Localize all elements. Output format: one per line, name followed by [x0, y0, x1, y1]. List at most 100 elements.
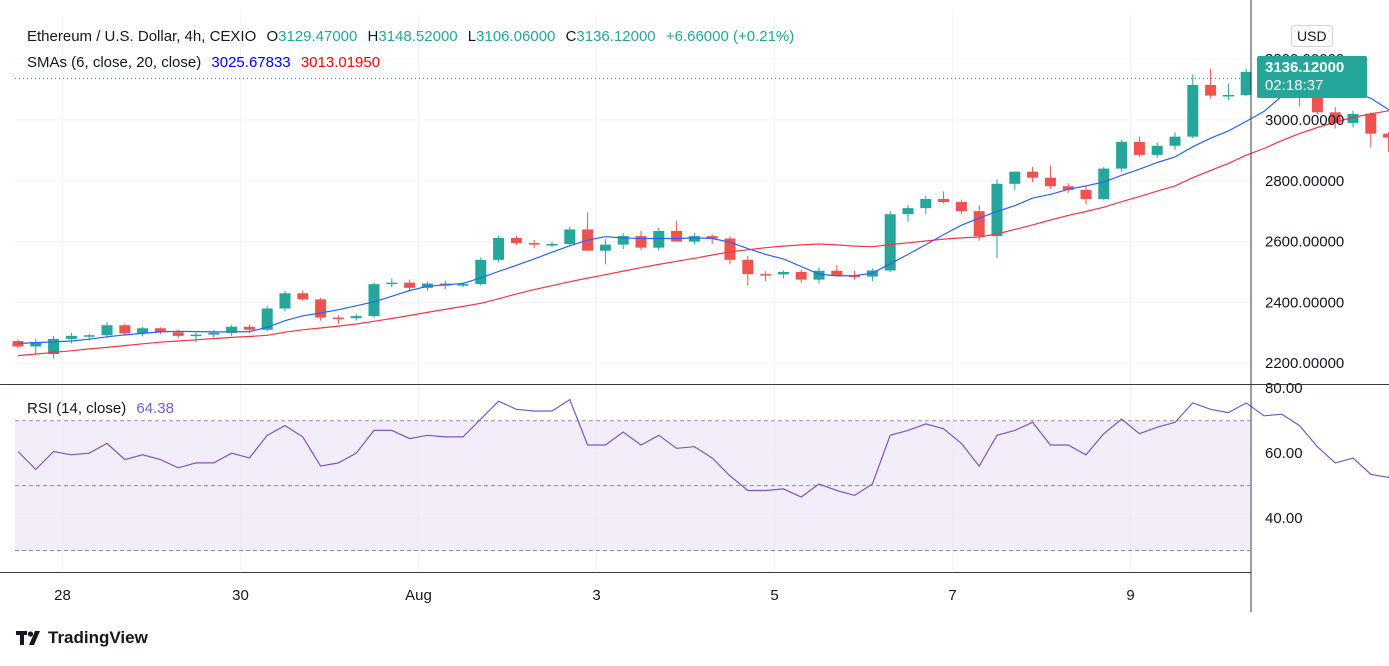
candle	[101, 321, 113, 339]
candle-body	[315, 299, 327, 318]
brand-name: TradingView	[48, 628, 148, 647]
candle-body	[955, 202, 967, 212]
candle	[208, 329, 220, 338]
change-value: +6.66000 (+0.21%)	[665, 28, 795, 45]
candle-body	[777, 271, 789, 275]
candle	[368, 282, 380, 318]
candle-body	[1169, 136, 1181, 146]
candle-body	[973, 211, 985, 237]
candle-body	[332, 317, 344, 320]
candle	[1080, 186, 1092, 205]
candle-body	[65, 335, 77, 339]
candle	[902, 205, 914, 222]
candle	[154, 327, 166, 335]
last-price-value: 3136.12000	[1265, 59, 1345, 76]
candle-body	[510, 237, 522, 244]
candle	[1383, 132, 1389, 152]
candle-body	[137, 328, 149, 334]
candle	[137, 326, 149, 337]
candle	[226, 325, 238, 336]
candle-body	[1187, 84, 1199, 137]
candle-body	[795, 271, 807, 280]
candle	[279, 291, 291, 312]
candle	[493, 235, 505, 263]
candle	[813, 267, 825, 284]
main-legend: Ethereum / U.S. Dollar, 4h, CEXIO O3129.…	[27, 28, 800, 45]
candle	[1133, 136, 1145, 157]
candle	[297, 290, 309, 301]
bar-countdown: 02:18:37	[1265, 77, 1324, 94]
candle-body	[279, 293, 291, 309]
rsi-band	[15, 420, 1250, 552]
price-tick-label: 2400.00000	[1265, 294, 1344, 311]
rsi-tick-label: 40.00	[1265, 510, 1303, 527]
candle	[1187, 74, 1199, 139]
currency-button[interactable]: USD	[1291, 25, 1333, 47]
rsi-tick-label: 60.00	[1265, 445, 1303, 462]
candle	[30, 338, 42, 355]
candle-body	[1222, 94, 1234, 97]
candle-body	[546, 244, 558, 246]
candle-body	[368, 284, 380, 317]
candle	[973, 205, 985, 241]
rsi-label: RSI (14, close)	[27, 400, 127, 417]
low-value: 3106.06000	[476, 28, 556, 45]
candle-body	[421, 283, 433, 288]
candle	[1009, 171, 1021, 190]
candle-body	[475, 259, 487, 285]
candle-body	[1116, 141, 1128, 169]
sma-legend: SMAs (6, close, 20, close) 3025.67833 30…	[27, 54, 386, 71]
price-tick-label: 2600.00000	[1265, 234, 1344, 251]
candles	[12, 65, 1389, 359]
candle	[528, 240, 540, 249]
sma20-line	[17, 110, 1389, 357]
candle-body	[991, 183, 1003, 237]
candle-body	[243, 326, 255, 330]
candle	[617, 233, 629, 250]
candle	[706, 234, 718, 245]
x-tick-label: 3	[592, 587, 600, 604]
last-price-tag: 3136.12000 02:18:37	[1257, 56, 1367, 98]
candle	[777, 270, 789, 279]
candle-body	[849, 275, 861, 278]
candle	[65, 332, 77, 344]
candle-body	[30, 341, 42, 347]
price-tick-label: 3000.00000	[1265, 112, 1344, 129]
candle-body	[653, 230, 665, 248]
tradingview-logo-icon	[16, 631, 40, 645]
x-tick-label: 30	[232, 587, 249, 604]
candle-body	[920, 199, 932, 209]
candle-body	[1311, 94, 1323, 113]
high-value: 3148.52000	[378, 28, 458, 45]
candle-body	[599, 244, 611, 251]
candle-body	[297, 293, 309, 300]
candle-body	[1365, 113, 1377, 134]
candle	[1062, 183, 1074, 193]
candle-body	[564, 229, 576, 245]
candle	[404, 279, 416, 291]
candle	[742, 255, 754, 286]
candle	[1365, 112, 1377, 148]
candle	[332, 315, 344, 324]
candle	[48, 335, 60, 359]
candle-body	[1240, 71, 1252, 95]
candle-body	[724, 238, 736, 260]
open-value: 3129.47000	[278, 28, 358, 45]
price-tick-label: 2800.00000	[1265, 173, 1344, 190]
candle	[938, 191, 950, 204]
candle-body	[119, 325, 131, 334]
candle	[386, 278, 398, 288]
x-tick-label: 7	[948, 587, 956, 604]
candle	[1222, 83, 1234, 101]
candle-body	[635, 236, 647, 248]
candle	[315, 297, 327, 321]
candle-body	[938, 199, 950, 203]
candle	[475, 257, 487, 286]
candle-body	[813, 270, 825, 280]
candle	[991, 179, 1003, 259]
candle-body	[154, 328, 166, 333]
candle-body	[404, 282, 416, 288]
candle-body	[742, 259, 754, 275]
tradingview-brand[interactable]: TradingView	[16, 628, 148, 648]
